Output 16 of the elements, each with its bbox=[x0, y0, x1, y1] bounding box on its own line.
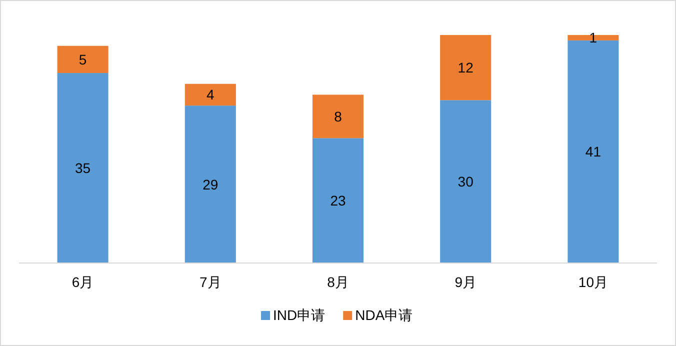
data-label: 29 bbox=[202, 176, 218, 192]
legend-label: NDA申请 bbox=[355, 307, 413, 323]
data-label: 35 bbox=[75, 160, 91, 176]
x-tick-label: 7月 bbox=[200, 274, 222, 290]
data-label: 30 bbox=[458, 174, 474, 190]
legend-label: IND申请 bbox=[273, 307, 326, 323]
x-tick-label: 9月 bbox=[454, 274, 476, 290]
x-tick-label: 6月 bbox=[72, 274, 94, 290]
data-label: 23 bbox=[330, 192, 346, 209]
data-label: 5 bbox=[78, 51, 87, 68]
data-label: 4 bbox=[206, 86, 214, 103]
data-label: 8 bbox=[334, 108, 342, 124]
data-label: 12 bbox=[458, 60, 474, 76]
data-label: 41 bbox=[585, 144, 602, 160]
x-tick-label: 10月 bbox=[578, 274, 608, 290]
x-tick-label: 8月 bbox=[327, 274, 349, 290]
